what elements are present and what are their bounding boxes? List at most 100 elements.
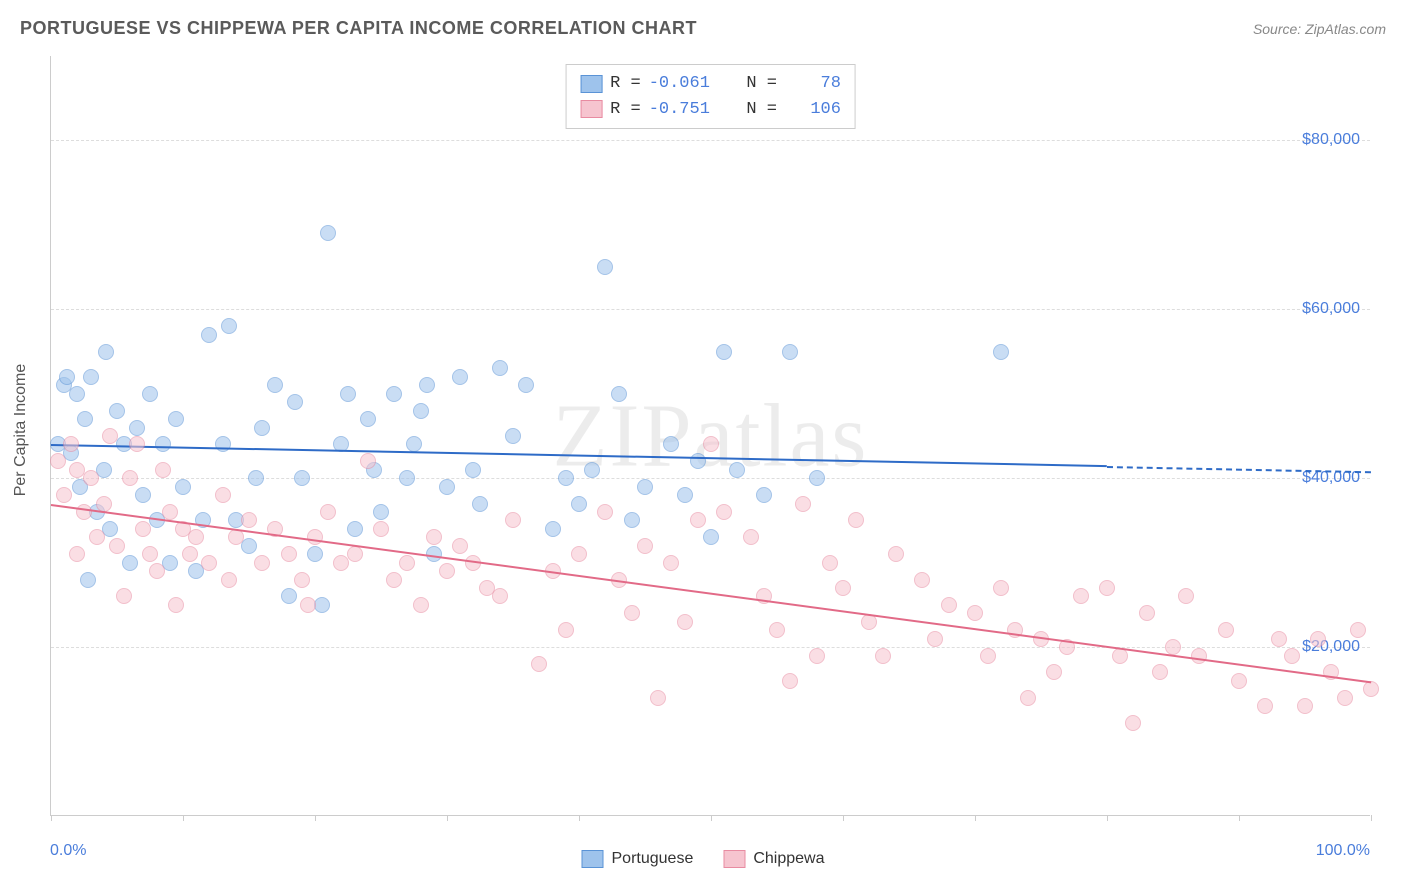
scatter-point [347, 546, 363, 562]
scatter-point [875, 648, 891, 664]
scatter-point [716, 504, 732, 520]
scatter-point [360, 411, 376, 427]
scatter-point [558, 470, 574, 486]
scatter-point [122, 555, 138, 571]
scatter-point [1125, 715, 1141, 731]
scatter-point [809, 470, 825, 486]
stats-row: R =-0.061 N =78 [580, 71, 841, 97]
scatter-point [122, 470, 138, 486]
scatter-point [59, 369, 75, 385]
scatter-point [1271, 631, 1287, 647]
scatter-point [50, 453, 66, 469]
scatter-point [967, 605, 983, 621]
stat-r-value: -0.751 [649, 97, 710, 123]
scatter-point [294, 572, 310, 588]
scatter-point [413, 403, 429, 419]
scatter-point [281, 588, 297, 604]
legend-swatch [580, 75, 602, 93]
scatter-point [155, 436, 171, 452]
scatter-point [1337, 690, 1353, 706]
scatter-point [406, 436, 422, 452]
stats-row: R =-0.751 N =106 [580, 97, 841, 123]
legend-item: Chippewa [723, 850, 824, 868]
scatter-point [80, 572, 96, 588]
legend-swatch [723, 850, 745, 868]
scatter-point [413, 597, 429, 613]
scatter-point [848, 512, 864, 528]
scatter-point [439, 479, 455, 495]
scatter-point [637, 538, 653, 554]
scatter-point [782, 344, 798, 360]
scatter-point [663, 436, 679, 452]
scatter-point [129, 436, 145, 452]
chart-title: PORTUGUESE VS CHIPPEWA PER CAPITA INCOME… [20, 18, 697, 39]
scatter-point [492, 360, 508, 376]
scatter-point [221, 318, 237, 334]
legend-label: Portuguese [612, 850, 694, 868]
scatter-point [927, 631, 943, 647]
scatter-point [83, 369, 99, 385]
scatter-point [63, 436, 79, 452]
scatter-point [472, 496, 488, 512]
y-tick-label: $60,000 [1302, 300, 1360, 318]
y-tick-label: $80,000 [1302, 131, 1360, 149]
scatter-point [300, 597, 316, 613]
x-tick [1107, 815, 1108, 821]
scatter-point [307, 546, 323, 562]
stat-n-value: 106 [785, 97, 841, 123]
scatter-point [465, 462, 481, 478]
legend-swatch [582, 850, 604, 868]
scatter-point [149, 563, 165, 579]
scatter-point [135, 487, 151, 503]
x-tick [579, 815, 580, 821]
scatter-point [518, 377, 534, 393]
scatter-point [505, 428, 521, 444]
scatter-point [637, 479, 653, 495]
scatter-point [77, 411, 93, 427]
gridline [51, 309, 1370, 310]
scatter-point [307, 529, 323, 545]
scatter-point [69, 386, 85, 402]
bottom-legend: Portuguese Chippewa [582, 850, 825, 868]
plot-area: ZIPatlas R =-0.061 N =78R =-0.751 N =106… [50, 56, 1370, 816]
x-tick [711, 815, 712, 821]
scatter-point [426, 529, 442, 545]
scatter-point [743, 529, 759, 545]
scatter-point [386, 386, 402, 402]
scatter-point [89, 529, 105, 545]
source-label: Source: ZipAtlas.com [1253, 21, 1386, 37]
scatter-point [993, 580, 1009, 596]
x-tick [447, 815, 448, 821]
scatter-point [215, 487, 231, 503]
x-tick [315, 815, 316, 821]
scatter-point [439, 563, 455, 579]
scatter-point [624, 605, 640, 621]
scatter-point [135, 521, 151, 537]
scatter-point [756, 487, 772, 503]
scatter-point [663, 555, 679, 571]
scatter-point [941, 597, 957, 613]
stat-r-label: R = [610, 71, 641, 97]
scatter-point [888, 546, 904, 562]
scatter-point [690, 512, 706, 528]
x-tick [1371, 815, 1372, 821]
x-tick [1239, 815, 1240, 821]
x-tick [843, 815, 844, 821]
scatter-point [571, 496, 587, 512]
x-tick-label-left: 0.0% [50, 842, 86, 860]
scatter-point [1218, 622, 1234, 638]
scatter-point [624, 512, 640, 528]
scatter-point [1139, 605, 1155, 621]
scatter-point [1350, 622, 1366, 638]
scatter-point [1178, 588, 1194, 604]
scatter-point [340, 386, 356, 402]
scatter-point [690, 453, 706, 469]
scatter-point [703, 436, 719, 452]
legend-label: Chippewa [753, 850, 824, 868]
y-axis-title: Per Capita Income [12, 364, 30, 497]
scatter-point [241, 512, 257, 528]
scatter-point [76, 504, 92, 520]
scatter-point [419, 377, 435, 393]
scatter-point [492, 588, 508, 604]
scatter-point [1046, 664, 1062, 680]
